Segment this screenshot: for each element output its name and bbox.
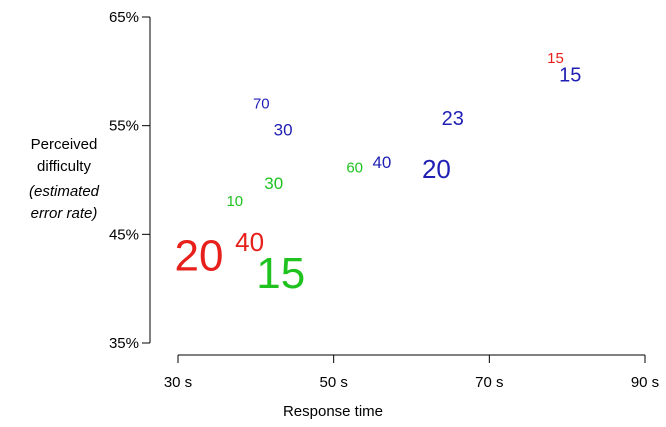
data-point: 70	[253, 95, 270, 112]
y-axis-title: Perceived difficulty (estimated error ra…	[29, 136, 100, 222]
y-axis-title-line-1: Perceived	[31, 136, 98, 153]
x-tick-label: 30 s	[164, 374, 192, 391]
data-point: 30	[264, 174, 283, 193]
data-point: 40	[235, 227, 264, 257]
data-point: 15	[559, 65, 581, 87]
y-axis-subtitle-line-2: error rate)	[31, 205, 98, 222]
y-axis-title-line-2: difficulty	[37, 158, 91, 175]
x-ticks: 30 s 50 s 70 s 90 s	[164, 355, 659, 391]
y-axis-subtitle-line-1: (estimated	[29, 183, 100, 200]
data-point: 15	[256, 249, 305, 298]
y-tick-label: 55%	[109, 118, 139, 135]
data-point: 23	[442, 108, 464, 130]
data-point: 30	[274, 121, 293, 140]
x-tick-label: 50 s	[319, 374, 347, 391]
data-point: 15	[547, 50, 564, 67]
data-point: 60	[346, 160, 363, 177]
data-point: 20	[422, 154, 451, 184]
y-tick-label: 65%	[109, 9, 139, 26]
x-axis: 30 s 50 s 70 s 90 s	[164, 354, 659, 391]
x-tick-label: 90 s	[631, 374, 659, 391]
y-tick-label: 45%	[109, 226, 139, 243]
x-tick-label: 70 s	[475, 374, 503, 391]
data-point: 40	[372, 153, 391, 172]
x-axis-title: Response time	[283, 403, 383, 420]
y-tick-label: 35%	[109, 335, 139, 352]
data-point: 10	[226, 193, 243, 210]
y-ticks: 35% 45% 55% 65%	[109, 9, 150, 352]
data-point: 20	[175, 232, 224, 281]
y-axis: 35% 45% 55% 65%	[109, 9, 151, 352]
